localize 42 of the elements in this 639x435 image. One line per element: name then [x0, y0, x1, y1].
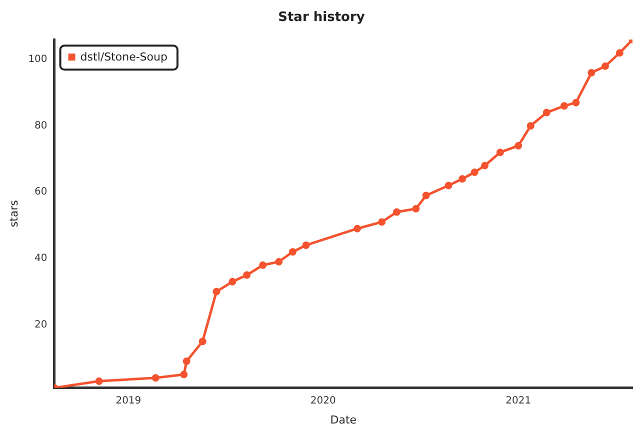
y-tick-label: 80	[34, 120, 48, 132]
point	[422, 192, 430, 200]
point	[212, 288, 220, 296]
point	[412, 204, 420, 212]
x-tick-label: 2019	[116, 395, 142, 406]
chart-title: Star history	[278, 10, 366, 26]
point	[95, 377, 103, 385]
x-axis-title: Date	[330, 413, 357, 426]
point	[392, 208, 400, 216]
point	[378, 218, 386, 226]
y-tick-label: 60	[34, 186, 48, 198]
point	[514, 142, 522, 150]
y-tick-label: 20	[34, 319, 48, 330]
point	[572, 98, 580, 106]
point	[616, 49, 624, 57]
point	[275, 258, 283, 266]
point	[444, 182, 452, 190]
y-tick-label: 100	[28, 54, 48, 66]
y-axis-title: stars	[7, 200, 20, 228]
point	[480, 162, 488, 170]
point	[243, 271, 251, 279]
point	[496, 148, 504, 156]
point	[228, 278, 236, 286]
point	[354, 224, 362, 232]
point	[288, 248, 296, 256]
point	[198, 338, 206, 346]
point	[259, 261, 267, 269]
point	[182, 358, 190, 366]
point	[152, 374, 160, 382]
legend-label: dstl/Stone-Soup	[80, 50, 168, 64]
point	[180, 370, 188, 378]
y-tick-label: 40	[34, 253, 48, 264]
x-tick-label: 2020	[310, 395, 336, 406]
point	[602, 62, 610, 70]
point	[526, 122, 534, 130]
point	[470, 168, 478, 176]
point	[588, 69, 596, 77]
point	[542, 108, 550, 116]
x-tick-label: 2021	[506, 395, 532, 406]
point	[458, 175, 466, 183]
point	[302, 241, 310, 249]
point	[560, 102, 568, 110]
